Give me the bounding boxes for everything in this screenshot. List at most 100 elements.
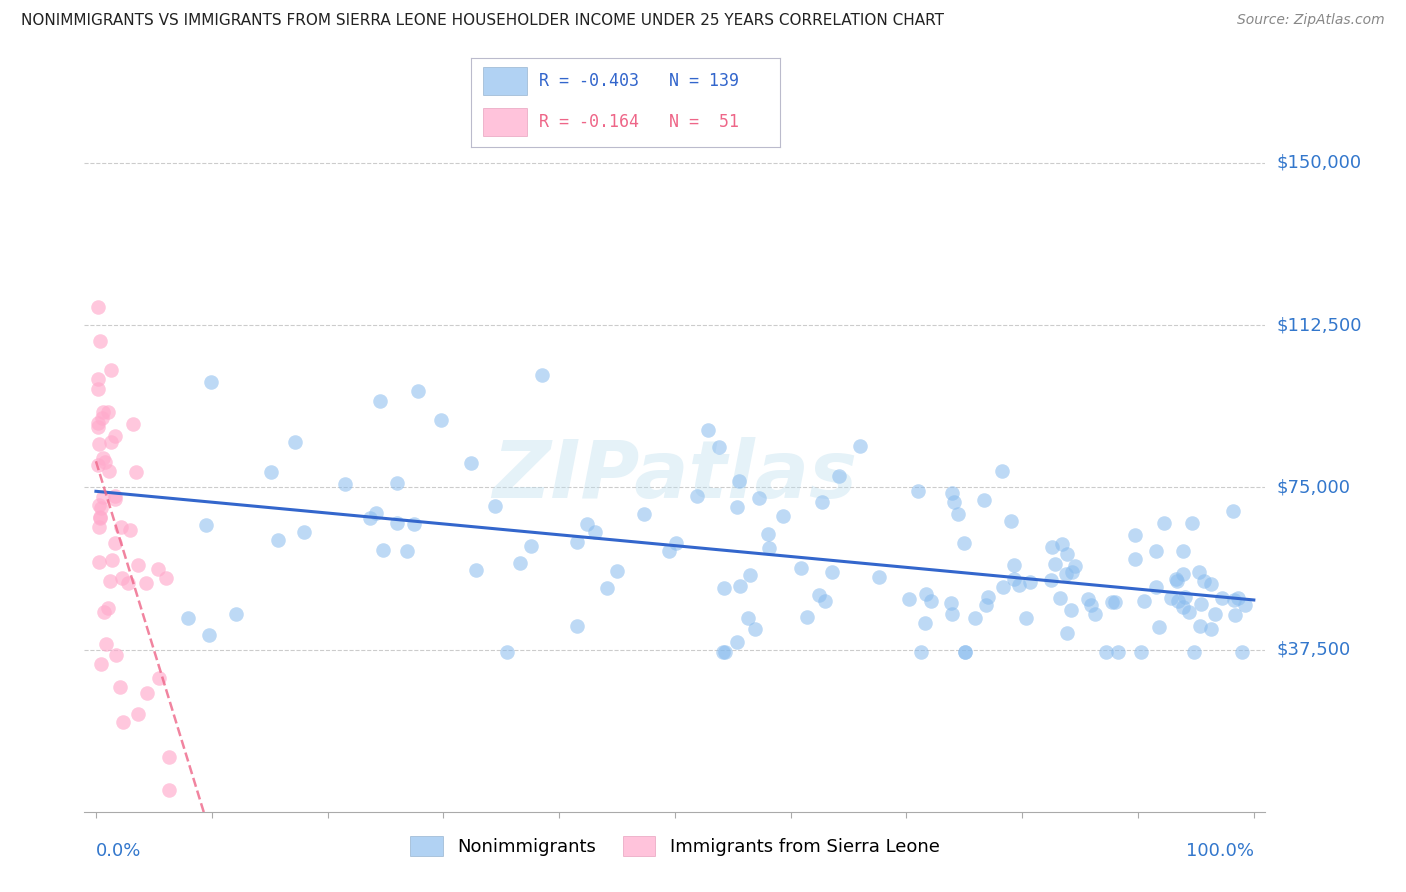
Point (146, 561, 169, 575)
Text: R = -0.403   N = 139: R = -0.403 N = 139 (538, 72, 740, 90)
Point (519, 539, 541, 553)
Point (197, 628, 219, 642)
Point (633, 508, 655, 522)
Point (1039, 573, 1062, 587)
Point (484, 499, 506, 513)
Point (1002, 558, 1025, 573)
Point (1181, 516, 1204, 531)
Point (157, 749, 180, 764)
Point (108, 681, 131, 695)
Text: $150,000: $150,000 (1277, 154, 1361, 172)
Point (1173, 600, 1195, 615)
Point (575, 516, 598, 531)
Legend: Nonimmigrants, Immigrants from Sierra Leone: Nonimmigrants, Immigrants from Sierra Le… (402, 829, 948, 863)
Point (910, 645, 932, 659)
Point (371, 542, 394, 557)
Point (91, 491, 114, 505)
Point (1199, 576, 1222, 591)
Point (90, 500, 112, 515)
Point (1211, 591, 1233, 605)
Point (509, 556, 531, 570)
Point (943, 495, 966, 509)
Point (728, 474, 751, 488)
Point (1080, 599, 1102, 613)
Point (1189, 619, 1212, 633)
Point (157, 783, 180, 797)
Point (686, 489, 709, 503)
Point (396, 543, 419, 558)
Point (1230, 645, 1253, 659)
Point (1002, 572, 1025, 586)
Point (665, 536, 688, 550)
Point (897, 592, 920, 607)
Point (868, 570, 890, 584)
Point (89, 498, 111, 512)
Point (364, 506, 387, 520)
Point (941, 607, 963, 621)
Point (1167, 594, 1189, 608)
Point (135, 575, 157, 590)
Point (148, 671, 170, 685)
Point (758, 541, 780, 555)
Point (914, 587, 936, 601)
Point (1199, 622, 1222, 636)
Point (530, 368, 553, 382)
Point (385, 475, 408, 490)
Point (965, 611, 987, 625)
Point (89, 334, 111, 348)
Point (1173, 590, 1195, 604)
Point (90, 657, 112, 672)
Point (756, 527, 779, 541)
Point (707, 440, 730, 454)
Point (402, 517, 425, 532)
Point (1060, 566, 1083, 580)
Point (820, 566, 842, 580)
Point (567, 619, 589, 633)
Bar (484, 108, 527, 136)
Point (87, 458, 110, 472)
Point (1064, 559, 1087, 574)
Point (1049, 591, 1071, 606)
Point (730, 579, 752, 593)
Point (1077, 592, 1099, 607)
Text: 0.0%: 0.0% (96, 842, 142, 860)
Bar (484, 67, 527, 95)
Point (89, 437, 111, 451)
Point (97, 405, 120, 419)
Point (920, 594, 942, 608)
Point (596, 581, 619, 595)
Point (1182, 645, 1205, 659)
Point (1056, 567, 1078, 582)
Point (267, 533, 290, 547)
Point (583, 524, 606, 539)
Point (606, 564, 628, 578)
Point (100, 435, 122, 450)
Point (1189, 597, 1212, 611)
Point (112, 714, 135, 729)
Point (87, 555, 110, 569)
Point (87, 382, 110, 396)
Point (1234, 598, 1257, 612)
Text: R = -0.164   N =  51: R = -0.164 N = 51 (538, 113, 740, 131)
Point (87, 300, 110, 314)
Point (789, 561, 811, 575)
Point (87, 520, 110, 534)
Point (94, 455, 117, 469)
Point (990, 464, 1012, 478)
Point (1144, 544, 1167, 558)
Point (155, 571, 177, 585)
Text: $75,000: $75,000 (1277, 478, 1351, 496)
Point (1166, 574, 1188, 588)
Point (946, 507, 969, 521)
Point (1123, 528, 1146, 542)
Point (89, 509, 111, 524)
Point (953, 536, 976, 550)
Point (977, 591, 1000, 605)
Point (387, 516, 409, 530)
Point (1050, 537, 1073, 551)
Point (1043, 557, 1066, 571)
Point (976, 599, 998, 613)
Point (1144, 580, 1167, 594)
Point (104, 535, 127, 549)
Point (1095, 645, 1118, 659)
